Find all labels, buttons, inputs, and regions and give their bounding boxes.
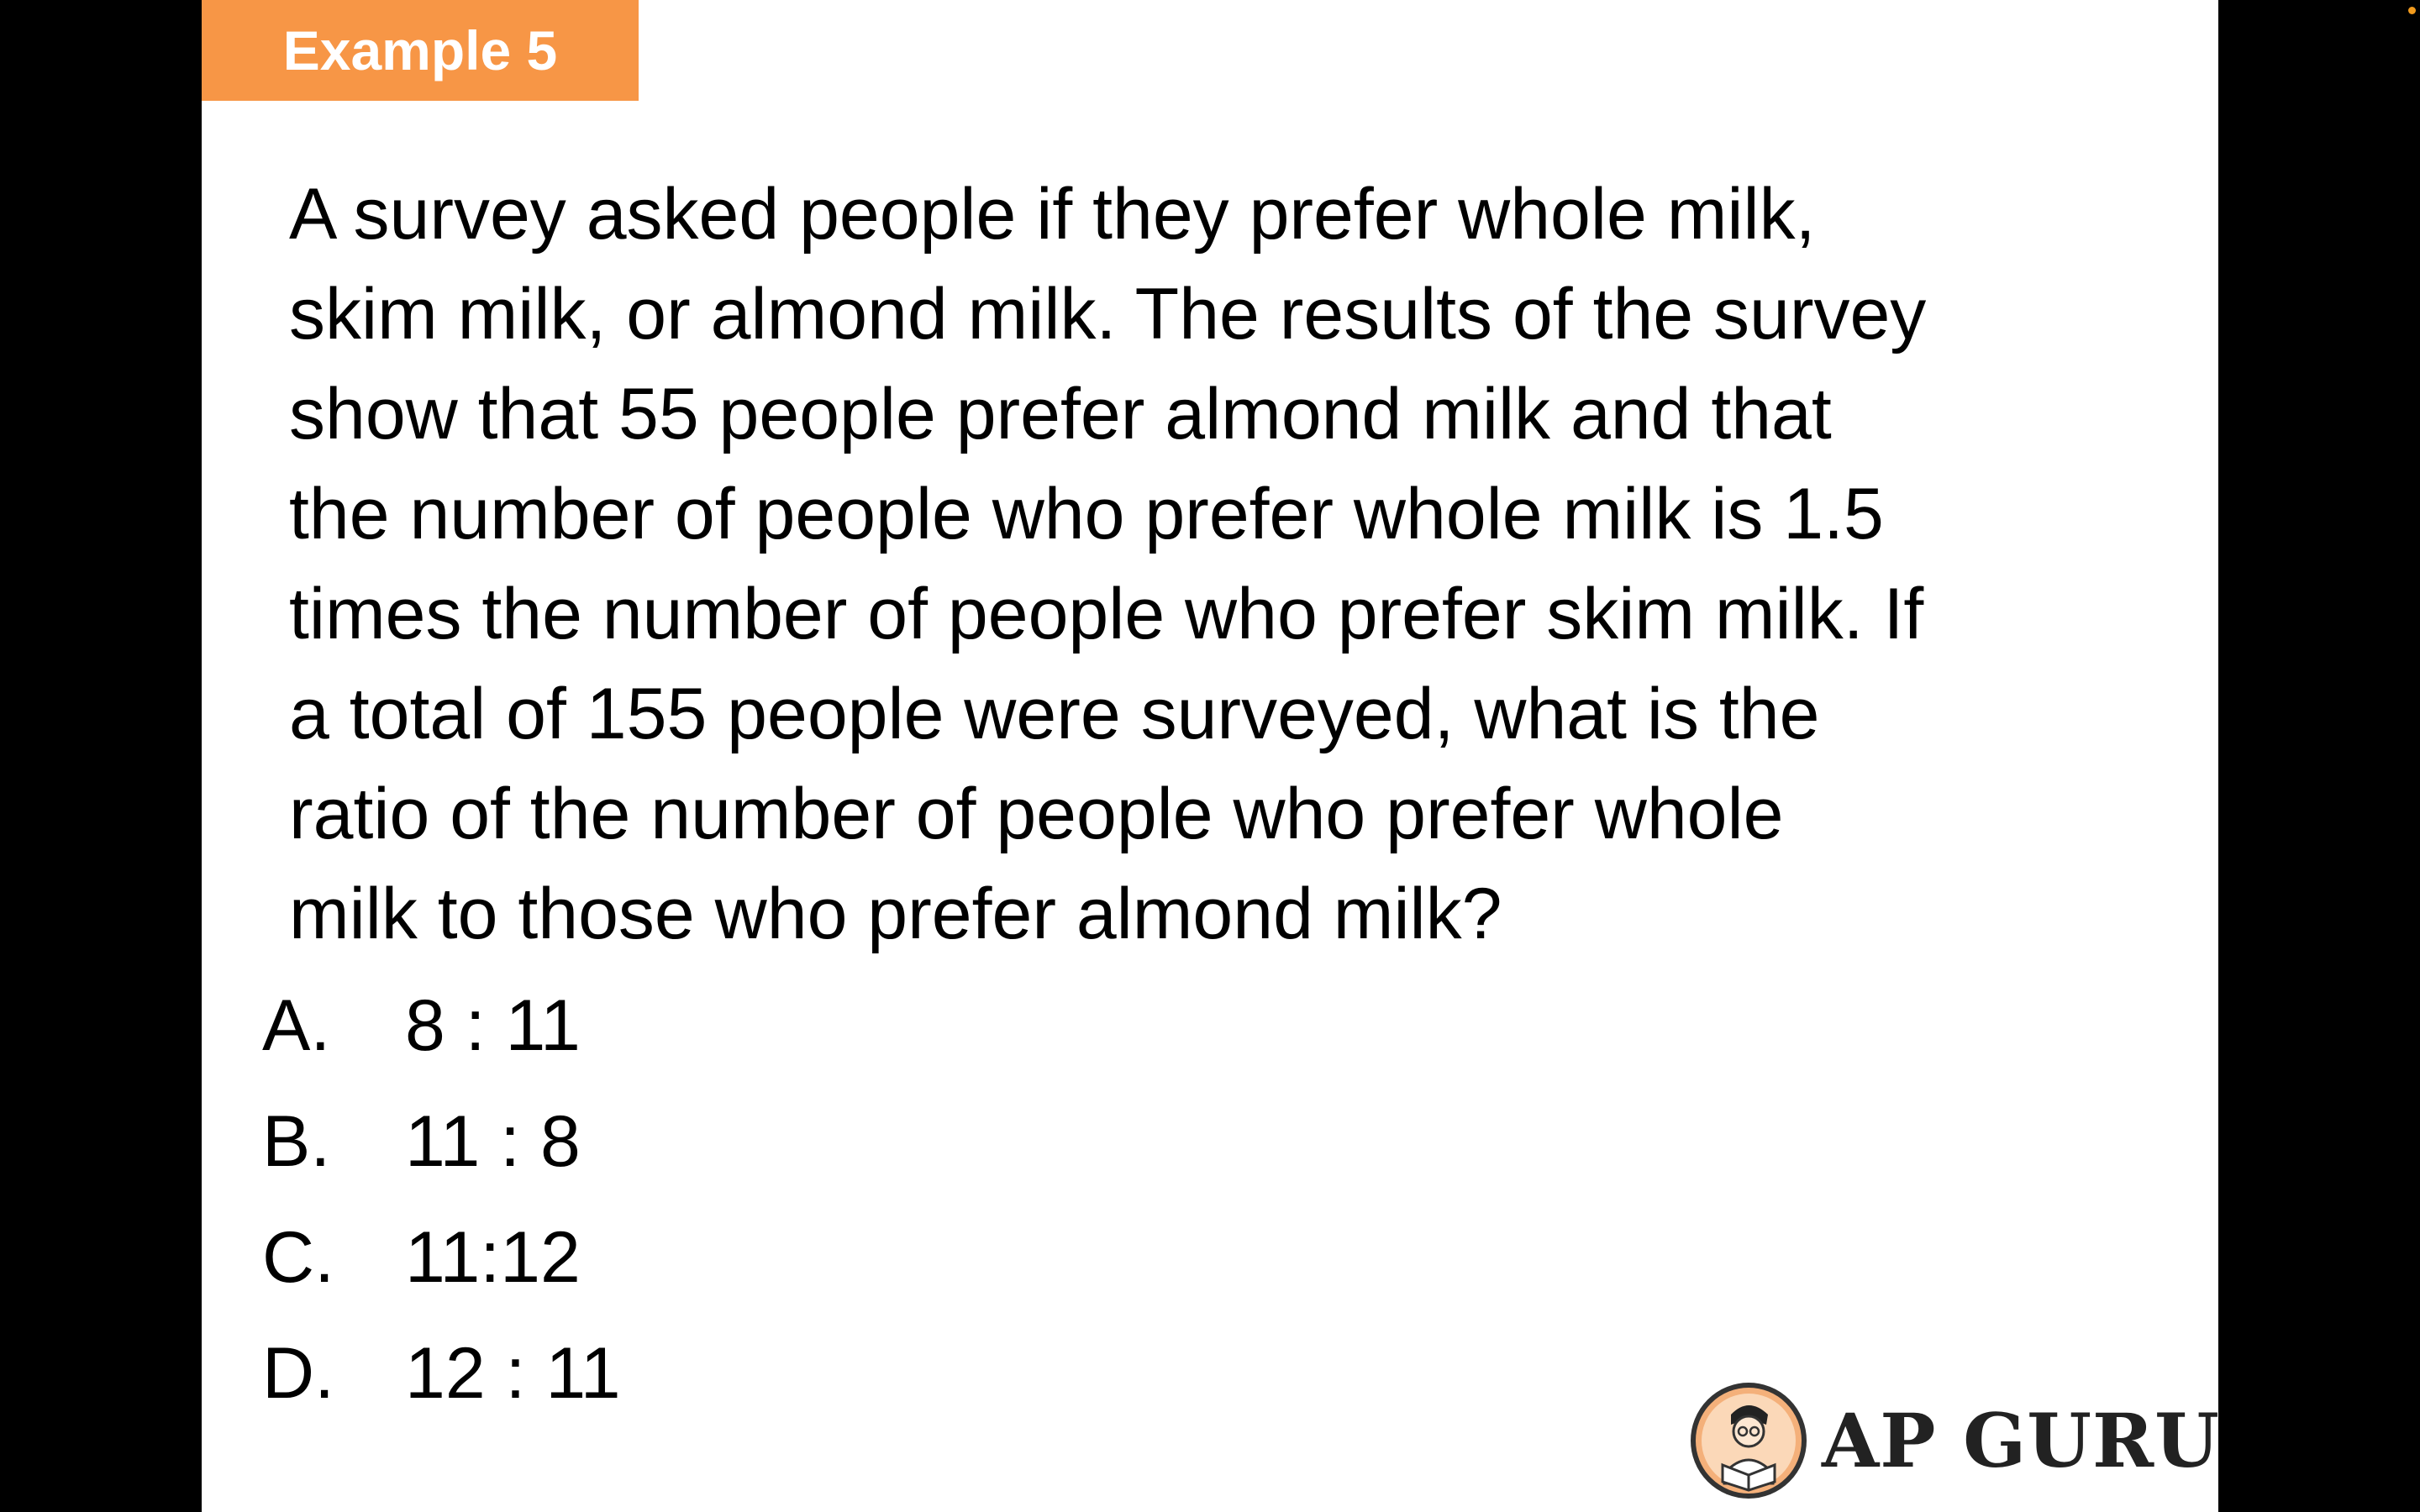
- answer-options: A. 8 : 11 B. 11 : 8 C. 11:12 D. 12 : 11: [262, 979, 621, 1443]
- option-letter: A.: [262, 985, 331, 1066]
- example-tag: Example 5: [202, 0, 639, 101]
- question-line: A survey asked people if they prefer who…: [289, 174, 1816, 255]
- option-letter: D.: [262, 1333, 334, 1414]
- question-line: a total of 155 people were surveyed, wha…: [289, 674, 1820, 754]
- option-value: 11:12: [405, 1217, 581, 1298]
- question-line: ratio of the number of people who prefer…: [289, 774, 1784, 854]
- option-letter: B.: [262, 1101, 331, 1182]
- option-value: 8 : 11: [405, 985, 581, 1066]
- question-line: times the number of people who prefer sk…: [289, 574, 1924, 654]
- option-value: 12 : 11: [405, 1333, 621, 1414]
- slide: Example 5 A survey asked people if they …: [202, 0, 2218, 1512]
- recording-dot-icon: [2408, 7, 2416, 14]
- option-a: A. 8 : 11: [262, 979, 621, 1095]
- ap-guru-logo: AP GURU: [1689, 1378, 2218, 1504]
- option-b: B. 11 : 8: [262, 1095, 621, 1211]
- reading-person-logo-icon: [1691, 1383, 1807, 1499]
- question-line: the number of people who prefer whole mi…: [289, 474, 1884, 554]
- question-text: A survey asked people if they prefer who…: [289, 165, 2180, 964]
- option-d: D. 12 : 11: [262, 1327, 621, 1443]
- question-line: skim milk, or almond milk. The results o…: [289, 274, 1927, 354]
- option-letter: C.: [262, 1217, 334, 1298]
- logo-text: AP GURU: [1822, 1397, 2218, 1484]
- question-line: show that 55 people prefer almond milk a…: [289, 374, 1832, 454]
- question-line: milk to those who prefer almond milk?: [289, 874, 1502, 954]
- option-c: C. 11:12: [262, 1211, 621, 1327]
- option-value: 11 : 8: [405, 1101, 581, 1182]
